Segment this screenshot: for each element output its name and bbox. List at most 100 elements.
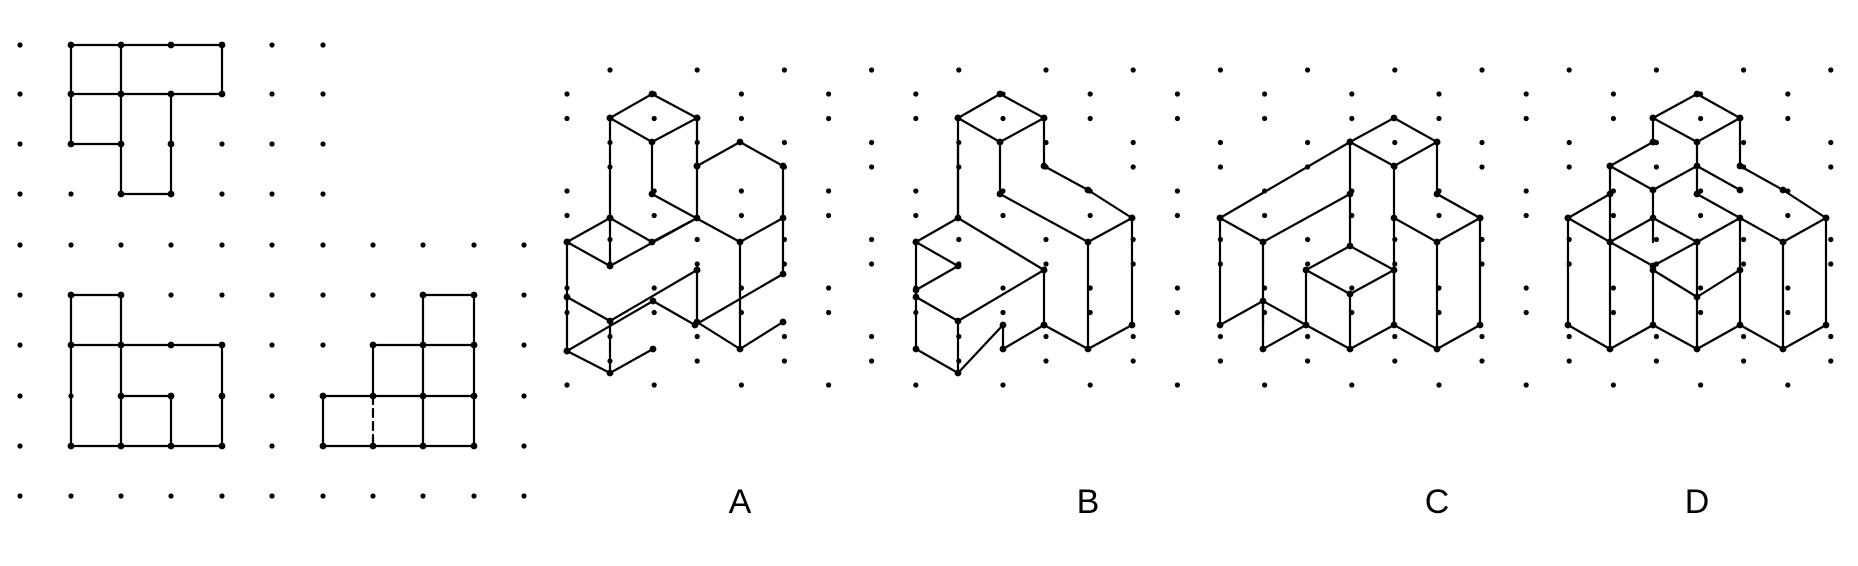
vertex-dot [606,214,614,222]
iso-dot [1000,309,1006,316]
vertex-dot [1346,138,1354,146]
vertex-dot [1259,238,1267,246]
option-b-label[interactable]: B [1077,483,1100,521]
iso-dot [1305,139,1311,146]
vertex-dot [954,369,962,377]
iso-dot [781,333,788,340]
vertex-dot [67,291,75,299]
vertex-dot [1693,345,1701,353]
grid-dot [269,493,275,499]
vertex-dot [369,392,377,400]
option-b-figure[interactable] [914,92,1134,375]
grid-dot [320,42,326,48]
iso-dot [1392,358,1398,364]
grid-dot [269,292,275,298]
iso-dot [1305,67,1311,73]
grid-dot [269,191,275,197]
iso-dot [1130,67,1136,73]
option-a-figure[interactable] [565,92,785,375]
iso-dot [1523,382,1529,388]
iso-dot [869,164,875,170]
grid-dot [320,242,326,248]
vertex-dot [693,214,701,222]
iso-dot [1000,212,1006,219]
iso-dot [1305,358,1311,364]
vertex-dot [319,392,327,400]
iso-dot [1436,91,1442,97]
vertex-dot [912,345,920,353]
iso-dot [1566,67,1572,73]
vertex-dot [563,293,571,301]
grid-dot [370,493,376,499]
iso-dot [651,309,657,316]
iso-dot [694,67,700,73]
grid-dot [118,493,124,499]
vertex-dot [1040,114,1048,122]
grid-dot [521,393,527,399]
vertex-dot [996,190,1004,198]
grid-dot [219,292,225,298]
iso-dot [1174,309,1180,316]
grid-dot [17,141,23,147]
vertex-dot [1128,214,1136,222]
iso-dot [1043,67,1049,73]
iso-dot [1217,139,1223,146]
vertex-dot [1693,138,1701,146]
vertex-dot [996,138,1004,146]
vertex-dot [1346,290,1354,298]
option-a-label[interactable]: A [729,483,752,521]
iso-dot [826,115,832,122]
iso-dot [913,188,919,194]
iso-dot [564,115,570,122]
vertex-dot [693,318,701,326]
iso-dot [651,382,657,388]
option-d-label[interactable]: D [1685,483,1710,521]
iso-dot [1741,333,1747,340]
iso-dot [1392,333,1398,340]
vertex-dot [1216,321,1224,329]
vertex-dot [1649,214,1657,222]
vertex-dot [167,90,175,98]
iso-dot [913,115,919,122]
option-c-figure[interactable] [1218,116,1482,351]
vertex-dot [736,238,744,246]
vertex-dot [117,392,125,400]
iso-dot [564,91,570,97]
vertex-dot [1606,162,1614,170]
vertex-dot [693,266,701,274]
iso-dot [1610,285,1616,291]
vertex-dot [167,341,175,349]
grid-dot [68,242,74,248]
vertex-dot [117,291,125,299]
iso-dot [1087,91,1093,97]
isometric-dot-grid [564,67,1834,388]
grid-dot [320,141,326,147]
iso-dot [1436,382,1442,388]
vertex-dot [218,341,226,349]
vertex-dot [117,190,125,198]
iso-dot [1566,139,1572,146]
iso-dot [1523,91,1529,97]
iso-dot [1523,285,1529,291]
iso-dot [869,139,875,146]
iso-dot [1653,164,1659,170]
vertex-dot [419,291,427,299]
grid-dot [17,191,23,197]
iso-dot [1653,358,1659,364]
iso-dot [1610,309,1616,316]
vertex-dot [693,162,701,170]
vertex-dot [117,341,125,349]
grid-dot [269,91,275,97]
vertex-dot [648,190,656,198]
vertex-dot [1040,266,1048,274]
vertex-dot [999,321,1007,329]
iso-dot [869,236,875,243]
iso-dot [1479,164,1485,170]
iso-dot [1392,139,1398,146]
iso-dot [869,333,875,340]
option-c-label[interactable]: C [1425,483,1450,521]
iso-dot [913,382,919,388]
grid-dot [420,493,426,499]
iso-dot [1217,164,1223,170]
iso-dot [1566,333,1572,340]
